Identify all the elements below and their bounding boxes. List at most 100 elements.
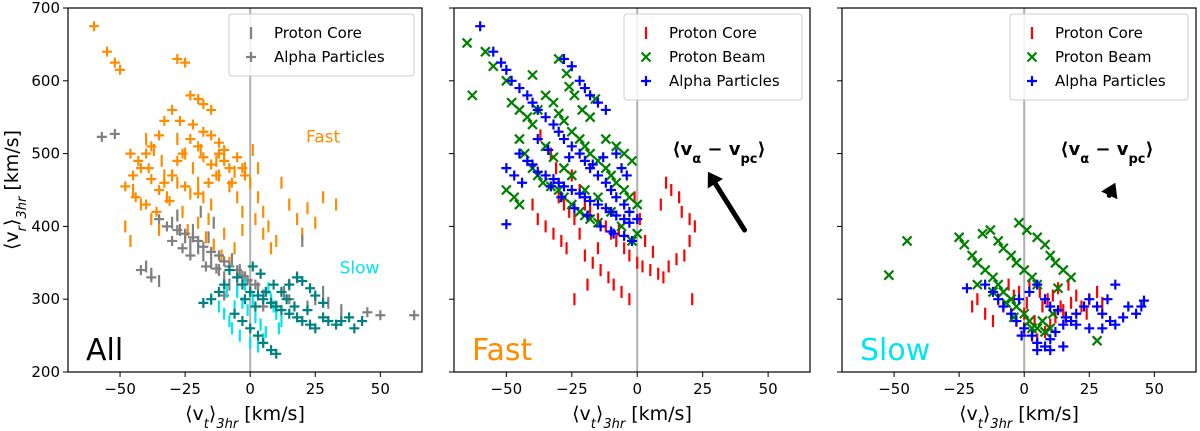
data-point (624, 192, 635, 203)
data-point (1040, 294, 1051, 305)
data-point (619, 199, 630, 210)
arrow-head (707, 171, 723, 189)
data-point (972, 257, 983, 269)
data-point (198, 152, 209, 163)
data-point (584, 111, 596, 123)
data-point (1052, 283, 1064, 294)
data-point (883, 269, 895, 281)
axes-frame (453, 7, 811, 373)
y-tick-label: 500 (31, 145, 60, 163)
data-point (540, 112, 551, 123)
data-point (619, 230, 630, 241)
x-tick-label: 0 (1019, 380, 1029, 398)
data-point (180, 228, 191, 239)
data-point (632, 214, 643, 225)
data-point (213, 148, 224, 159)
data-point (237, 279, 248, 290)
y-tick-label: 400 (31, 217, 60, 235)
x-tick-label: 25 (1080, 380, 1099, 398)
data-point (1024, 315, 1035, 327)
data-point (258, 294, 269, 305)
data-point (1071, 308, 1082, 319)
data-point (1013, 217, 1025, 229)
data-point (310, 290, 321, 301)
data-point (527, 97, 538, 108)
data-point (611, 141, 622, 152)
data-point (253, 290, 264, 301)
data-point (548, 119, 559, 130)
arrow-shaft (712, 181, 748, 233)
data-point (1058, 319, 1069, 330)
data-point (297, 316, 308, 327)
data-point (297, 276, 308, 286)
data-point (1011, 316, 1022, 327)
x-tick-label: 0 (245, 380, 255, 398)
data-point (292, 312, 303, 323)
data-point (1084, 323, 1095, 334)
data-point (558, 53, 569, 64)
data-point (284, 279, 295, 290)
legend-marker (640, 51, 652, 63)
data-point (1092, 301, 1103, 312)
data-point (1065, 272, 1077, 283)
data-markers (89, 21, 420, 359)
data-point (569, 90, 580, 101)
x-axis-label: ⟨vt⟩3hr [km/s] (959, 403, 1079, 431)
data-point (219, 256, 230, 267)
data-point (624, 206, 635, 217)
data-point (260, 286, 271, 297)
data-point (120, 181, 131, 192)
legend: Proton Core Proton Beam Alpha Particles (1009, 13, 1189, 101)
data-point (1136, 301, 1147, 312)
data-point (579, 155, 590, 166)
axes-frame (841, 7, 1197, 373)
data-point (154, 214, 165, 225)
x-tick-label: 25 (306, 380, 325, 398)
data-point (146, 141, 157, 152)
data-point (618, 148, 630, 159)
x-tick-label: −25 (943, 380, 975, 398)
data-point (232, 272, 243, 283)
data-point (276, 305, 287, 316)
data-point (151, 206, 162, 217)
data-point (198, 99, 209, 110)
data-point (587, 159, 598, 170)
y-axis-label: ⟨vr⟩3hr [km/s] (1, 130, 30, 250)
data-point (501, 75, 512, 87)
x-tick-label: −25 (556, 380, 588, 398)
data-point (1110, 319, 1121, 330)
x-tick-label: −50 (491, 380, 523, 398)
data-point (566, 185, 577, 195)
data-point (250, 279, 261, 290)
legend-box (228, 13, 415, 77)
data-point (1079, 301, 1090, 312)
data-point (514, 83, 525, 94)
data-point (177, 148, 188, 159)
data-point (143, 163, 154, 174)
data-point (174, 115, 185, 126)
data-point (631, 199, 643, 210)
data-point (611, 177, 622, 188)
data-point (553, 177, 564, 188)
data-point (574, 133, 585, 145)
data-point (522, 111, 533, 123)
legend-label: Proton Beam (669, 48, 765, 66)
x-tick-label: 25 (693, 380, 712, 398)
data-point (987, 286, 998, 297)
data-point (206, 294, 217, 305)
legend-label: Alpha Particles (1055, 72, 1166, 90)
data-point (232, 152, 243, 163)
data-point (1032, 345, 1043, 356)
data-point (130, 192, 141, 203)
x-tick-label: −50 (878, 380, 910, 398)
data-point (154, 185, 165, 195)
data-point (133, 155, 144, 166)
data-point (501, 163, 512, 174)
legend-marker (1026, 51, 1038, 63)
data-point (566, 170, 578, 181)
data-point (624, 217, 635, 228)
category-label: Fast (306, 128, 340, 148)
data-point (226, 177, 237, 188)
legend-box (1009, 13, 1189, 101)
data-point (998, 242, 1009, 254)
